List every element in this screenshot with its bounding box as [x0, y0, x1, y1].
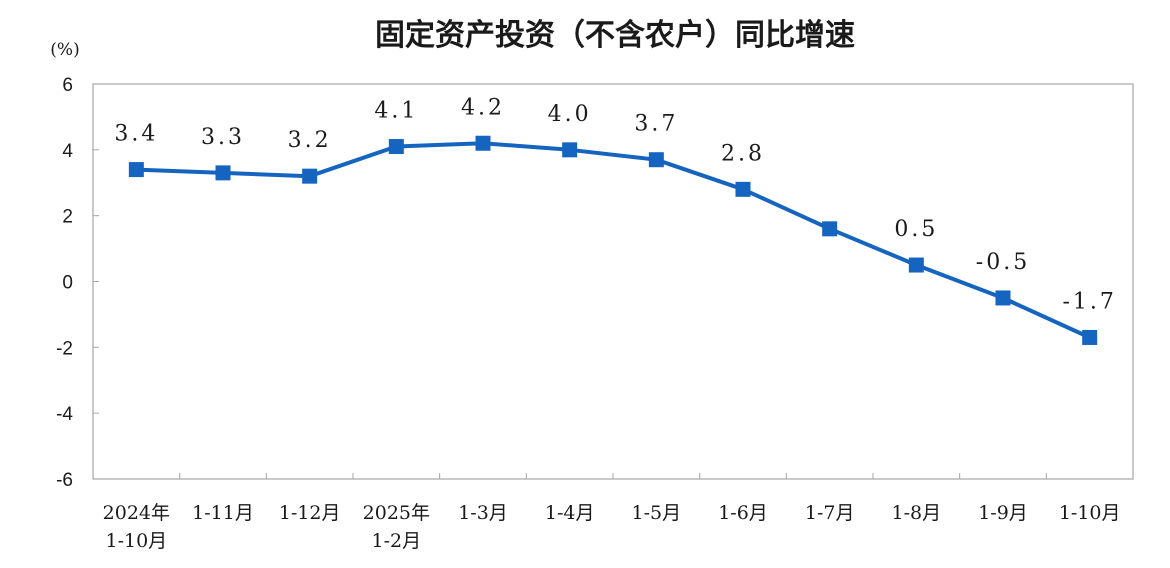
- y-tick-label: 0: [62, 273, 73, 294]
- data-label: -1.7: [1062, 289, 1116, 314]
- plot-area-frame: [92, 83, 1134, 480]
- data-point-marker: [1082, 329, 1098, 345]
- data-label: 4.2: [461, 95, 505, 120]
- data-point-marker: [735, 181, 751, 197]
- data-point-marker: [648, 152, 664, 168]
- data-point-marker: [475, 135, 491, 151]
- data-point-marker: [388, 139, 404, 155]
- chart-title: 固定资产投资（不含农户）同比增速: [375, 18, 855, 53]
- series-line: [134, 141, 1092, 340]
- y-tick-label: 4: [62, 141, 73, 162]
- series-line-group: [128, 135, 1098, 345]
- y-tick-label: -6: [56, 470, 73, 491]
- y-tick-label: -2: [56, 338, 73, 359]
- data-label: 4.1: [374, 99, 418, 124]
- x-tick-label: 1-6月: [718, 502, 768, 524]
- data-point-marker: [995, 290, 1011, 306]
- y-tick-label: 2: [62, 207, 73, 228]
- data-point-marker: [215, 165, 231, 181]
- data-labels-group: 3.4 3.3 3.2 4.1 4.2 4.0 3.7 2.8 0.5 -0.5 -1.7: [114, 95, 1116, 314]
- x-tick-label: 1-12月: [279, 502, 341, 524]
- x-tick-label: 1-5月: [632, 502, 682, 524]
- y-tick-label: -4: [56, 404, 73, 425]
- data-point-marker: [822, 221, 838, 237]
- data-point-marker: [562, 142, 578, 158]
- x-tick-label: 1-9月: [978, 502, 1028, 524]
- x-tick-label: 2024年: [103, 502, 170, 524]
- x-tick-label: 1-4月: [545, 502, 595, 524]
- x-tick-label: 1-7月: [805, 502, 855, 524]
- data-label: 0.5: [894, 217, 938, 242]
- x-tick-label: 1-2月: [372, 530, 422, 552]
- data-label: 3.4: [114, 122, 158, 147]
- data-label: 3.3: [201, 125, 245, 150]
- y-tick-label: 6: [62, 75, 73, 96]
- x-tick-label: 1-8月: [892, 502, 942, 524]
- x-axis: 2024年 1-10月 1-11月 1-12月 2025年 1-2月 1-3月 1-4月 1-5…: [103, 473, 1121, 552]
- x-tick-label: 2025年: [363, 502, 430, 524]
- y-axis: 6 4 2 0 -2 -4 -6: [56, 75, 99, 491]
- x-tick-label: 1-11月: [192, 502, 254, 524]
- x-tick-label: 1-10月: [105, 530, 167, 552]
- x-tick-label: 1-3月: [458, 502, 508, 524]
- data-label: 3.7: [634, 112, 678, 137]
- y-axis-unit: (%): [50, 40, 79, 60]
- data-point-marker: [908, 257, 924, 273]
- data-point-marker: [128, 162, 144, 178]
- data-point-marker: [302, 168, 318, 184]
- data-label: 4.0: [548, 102, 592, 127]
- data-label: 2.8: [721, 141, 765, 166]
- x-tick-label: 1-10月: [1059, 502, 1121, 524]
- data-label: 3.2: [288, 128, 332, 153]
- data-label: -0.5: [976, 250, 1030, 275]
